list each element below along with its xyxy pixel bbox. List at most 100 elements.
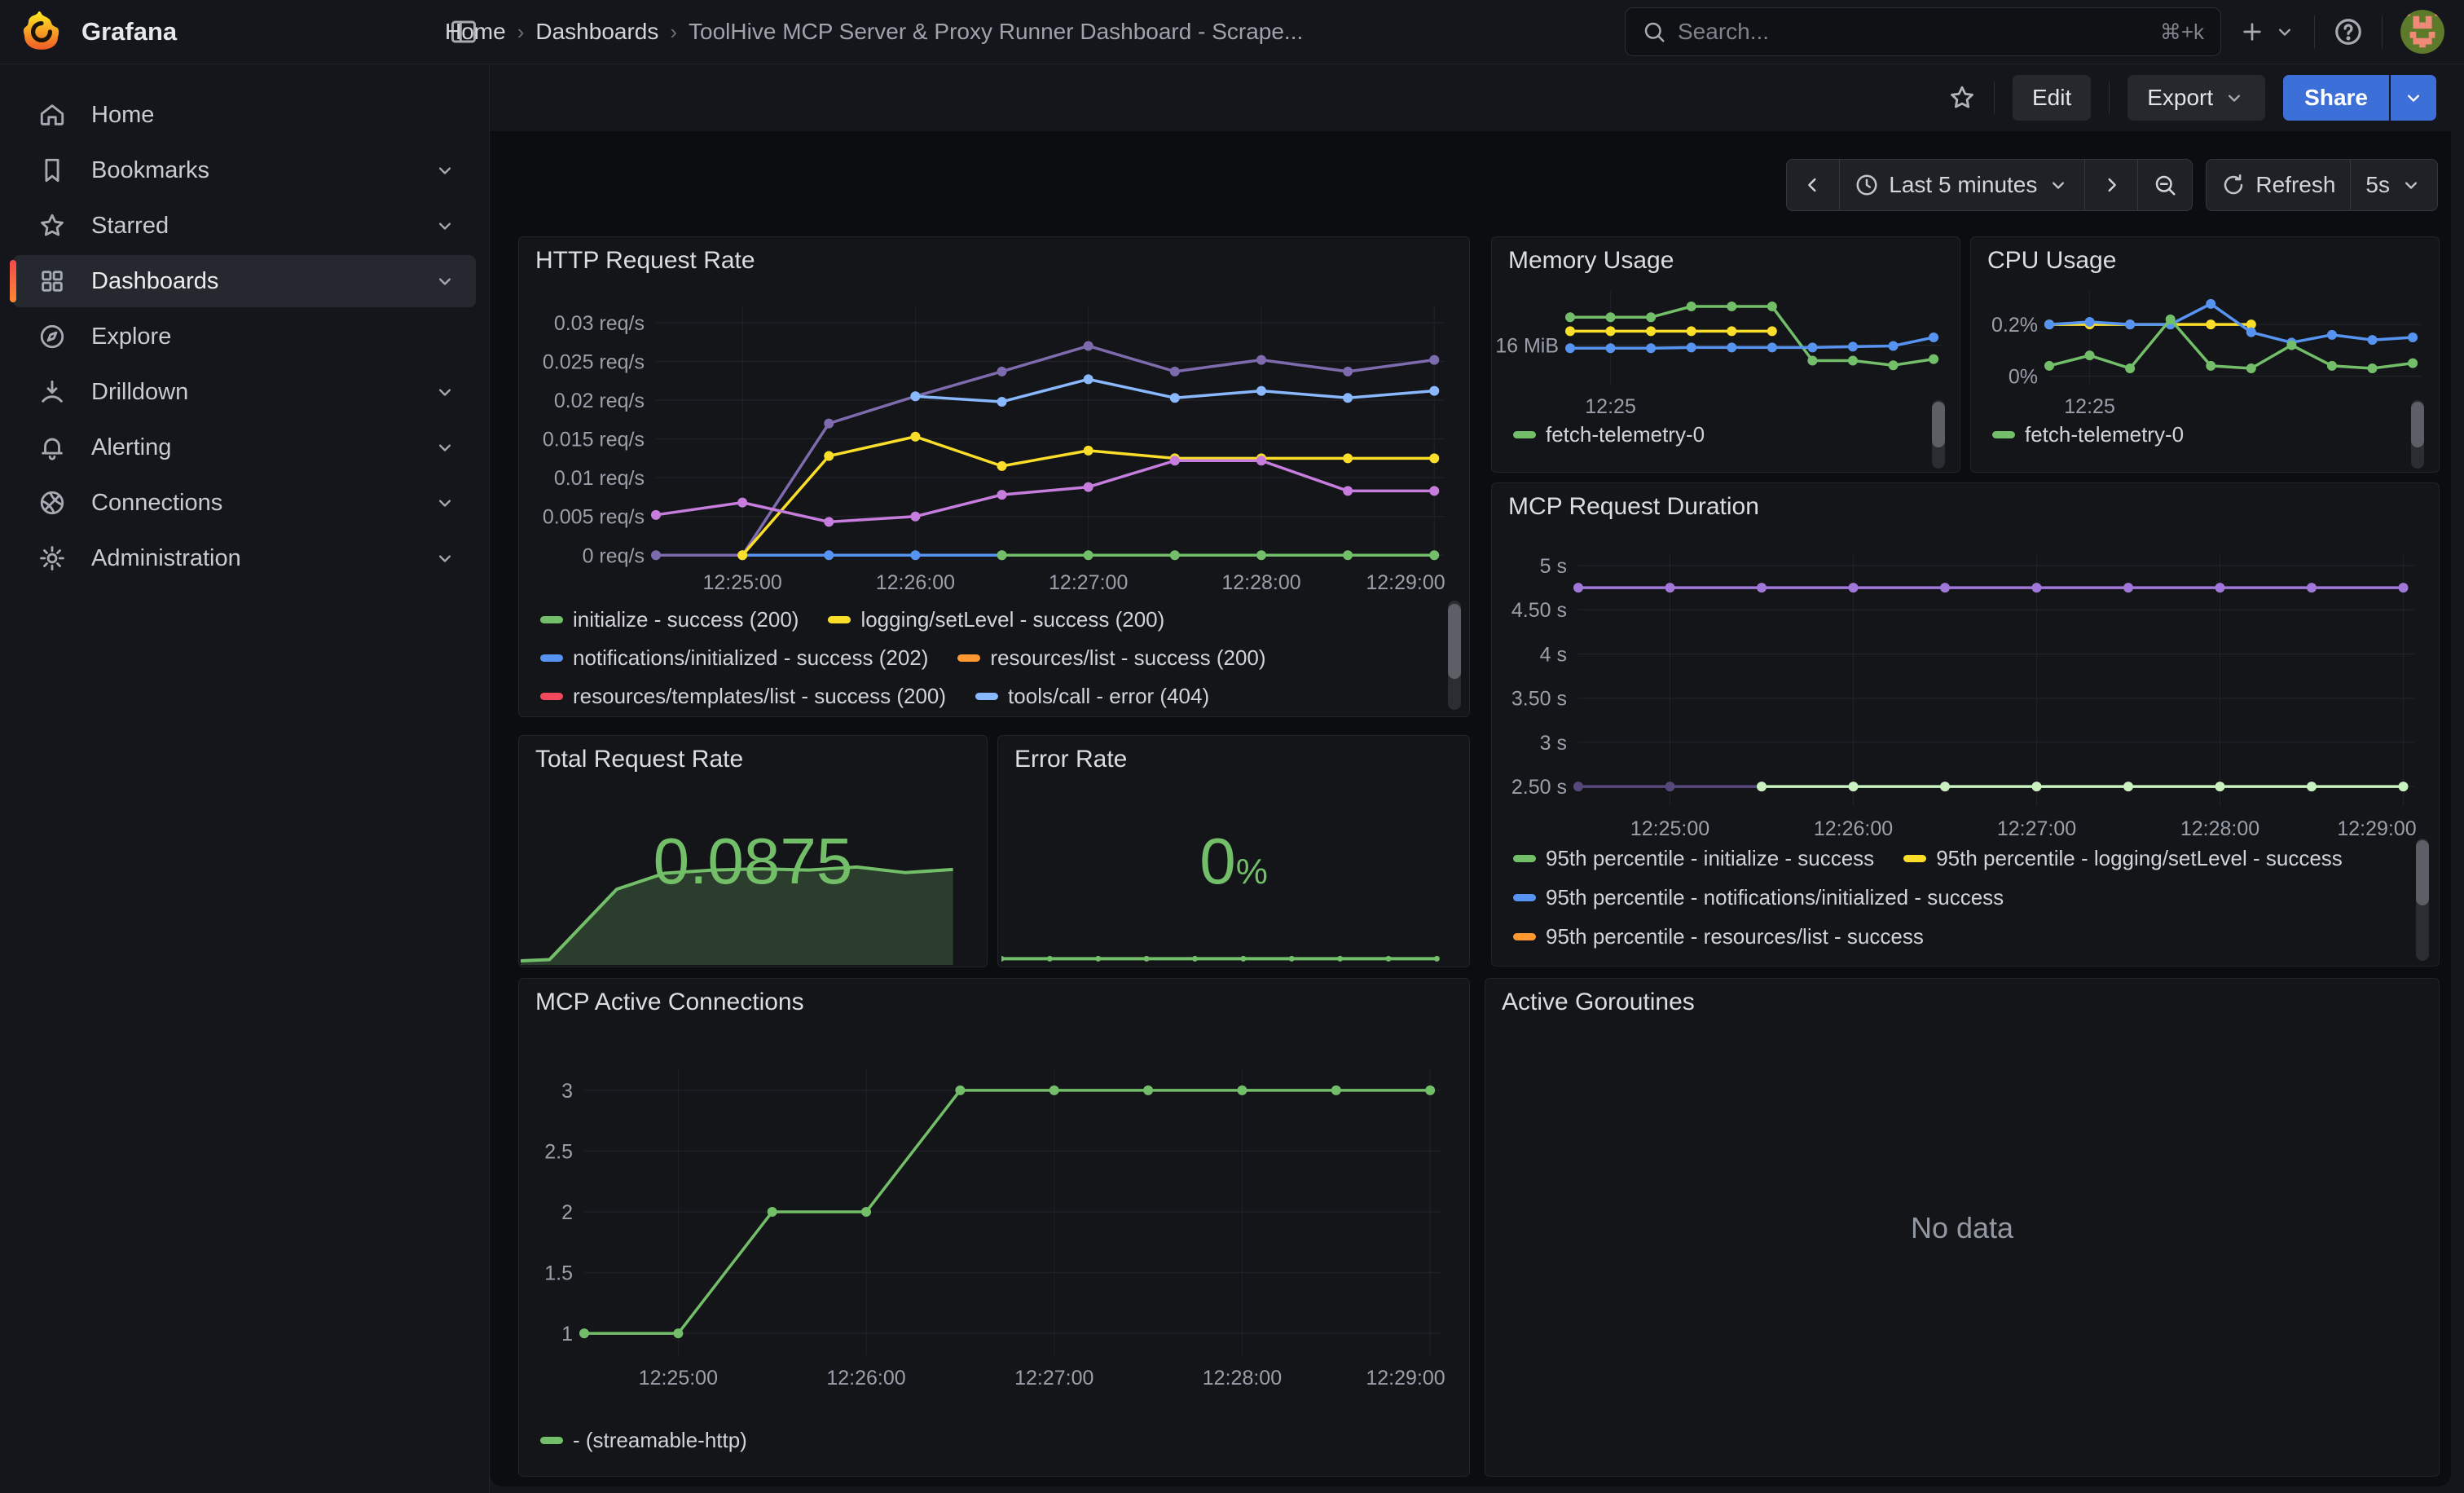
- chevron-down-icon[interactable]: [2273, 20, 2296, 43]
- svg-text:12:25:00: 12:25:00: [702, 571, 781, 594]
- legend-row: 95th percentile - notifications/initiali…: [1513, 878, 2406, 917]
- legend-scrollbar-thumb[interactable]: [2416, 840, 2429, 905]
- chevron-down-icon[interactable]: [433, 159, 456, 182]
- legend-scrollbar-thumb[interactable]: [2411, 402, 2424, 447]
- dashboards-grid-icon: [13, 267, 91, 295]
- legend-item[interactable]: 95th percentile - resources/templates/li…: [1513, 963, 2022, 967]
- svg-text:0.03 req/s: 0.03 req/s: [554, 312, 645, 335]
- legend-item[interactable]: resources/list - success (200): [957, 645, 1266, 671]
- legend-item[interactable]: 95th percentile - resources/list - succe…: [1513, 924, 1924, 949]
- export-button[interactable]: Export: [2127, 75, 2266, 121]
- legend-item[interactable]: tools/call - error (404): [975, 684, 1209, 709]
- sidebar-item-drilldown[interactable]: Drilldown: [13, 366, 476, 418]
- svg-text:12:27:00: 12:27:00: [1997, 817, 2076, 840]
- legend-scrollbar-thumb[interactable]: [1448, 604, 1461, 679]
- breadcrumb-item[interactable]: Home: [445, 19, 506, 44]
- star-button[interactable]: [1948, 84, 1976, 112]
- grafana-logo-icon[interactable]: [21, 11, 62, 52]
- refresh-group: Refresh 5s: [2206, 159, 2438, 211]
- avatar[interactable]: [2400, 10, 2444, 54]
- sidebar-item-administration[interactable]: Administration: [13, 532, 476, 584]
- sidebar-item-label: Dashboards: [91, 267, 219, 294]
- panel-title[interactable]: Memory Usage: [1508, 247, 1674, 274]
- legend-swatch: [975, 693, 999, 700]
- time-range-picker[interactable]: Last 5 minutes: [1839, 160, 2084, 210]
- sidebar-item-connections[interactable]: Connections: [13, 477, 476, 529]
- breadcrumb-item[interactable]: Dashboards: [535, 19, 659, 44]
- chevron-down-icon[interactable]: [433, 381, 456, 403]
- stat-value: 0%: [998, 824, 1469, 899]
- sidebar-item-label: Alerting: [91, 434, 172, 460]
- legend-item[interactable]: 95th percentile - initialize - success: [1513, 846, 1874, 871]
- chevron-down-icon[interactable]: [433, 547, 456, 570]
- panel-title[interactable]: Error Rate: [1014, 746, 1128, 773]
- panel-title[interactable]: HTTP Request Rate: [535, 247, 755, 274]
- star-icon: [13, 212, 91, 240]
- share-button[interactable]: Share: [2283, 75, 2389, 121]
- dashboard-header: Edit Export Share: [490, 64, 2464, 131]
- svg-text:1: 1: [561, 1323, 573, 1345]
- panel-title[interactable]: Total Request Rate: [535, 746, 744, 773]
- topbar-actions: Search... ⌘+k: [1625, 7, 2464, 56]
- search-shortcut: ⌘+k: [2159, 19, 2204, 44]
- legend-item[interactable]: 95th percentile - notifications/initiali…: [1513, 885, 2004, 910]
- sidebar-item-explore[interactable]: Explore: [13, 310, 476, 363]
- legend-item[interactable]: fetch-telemetry-0: [1513, 422, 1705, 447]
- sidebar-item-alerting[interactable]: Alerting: [13, 421, 476, 473]
- svg-text:12:28:00: 12:28:00: [1203, 1367, 1282, 1390]
- sidebar-item-bookmarks[interactable]: Bookmarks: [13, 144, 476, 196]
- svg-text:5 s: 5 s: [1540, 555, 1567, 578]
- zoom-out-button[interactable]: [2137, 160, 2192, 210]
- chevron-down-icon[interactable]: [433, 214, 456, 237]
- edit-button[interactable]: Edit: [2012, 75, 2092, 121]
- legend-item[interactable]: fetch-telemetry-0: [1992, 422, 2184, 447]
- legend-swatch: [540, 616, 563, 623]
- svg-text:12:25: 12:25: [2064, 395, 2115, 416]
- panel-title[interactable]: MCP Request Duration: [1508, 493, 1759, 520]
- share-dropdown-button[interactable]: [2389, 75, 2436, 121]
- svg-text:1.5: 1.5: [544, 1262, 573, 1285]
- search-input[interactable]: Search... ⌘+k: [1625, 7, 2221, 56]
- time-back-button[interactable]: [1787, 160, 1839, 210]
- stat-value: 0.0875: [519, 824, 987, 899]
- sidebar-item-label: Starred: [91, 212, 169, 239]
- panel-title[interactable]: MCP Active Connections: [535, 989, 804, 1015]
- chevron-down-icon[interactable]: [433, 270, 456, 293]
- svg-text:2: 2: [561, 1201, 573, 1224]
- time-forward-button[interactable]: [2084, 160, 2137, 210]
- refresh-button[interactable]: Refresh: [2207, 160, 2350, 210]
- refresh-interval-label: 5s: [2365, 172, 2390, 197]
- panel-title[interactable]: Active Goroutines: [1502, 989, 1695, 1015]
- sidebar-item-label: Administration: [91, 544, 241, 571]
- legend-item[interactable]: notifications/initialized - success (202…: [540, 645, 928, 671]
- sidebar-item-dashboards[interactable]: Dashboards: [10, 255, 476, 307]
- legend-scrollbar-thumb[interactable]: [1932, 402, 1945, 447]
- stat-suffix: %: [1235, 852, 1268, 892]
- sidebar-item-home[interactable]: Home: [13, 89, 476, 141]
- svg-text:3 s: 3 s: [1540, 732, 1567, 755]
- legend-swatch: [1513, 932, 1536, 940]
- chevron-down-icon[interactable]: [433, 491, 456, 514]
- legend-item[interactable]: initialize - success (200): [540, 607, 799, 632]
- legend-label: resources/list - success (200): [990, 645, 1266, 670]
- help-icon[interactable]: [2333, 16, 2364, 47]
- add-button[interactable]: [2239, 19, 2265, 45]
- stat-number: 0.0875: [653, 825, 853, 897]
- sidebar-item-label: Home: [91, 101, 155, 128]
- sidebar-toggle-icon[interactable]: [449, 17, 478, 46]
- legend-row: resources/templates/list - success (200)…: [540, 677, 1437, 716]
- legend-item[interactable]: - (streamable-http): [540, 1428, 747, 1453]
- divider: [1993, 81, 1995, 114]
- sidebar-item-starred[interactable]: Starred: [13, 200, 476, 252]
- svg-text:4 s: 4 s: [1540, 643, 1567, 666]
- breadcrumb-item: ToolHive MCP Server & Proxy Runner Dashb…: [689, 19, 1304, 44]
- chevron-down-icon[interactable]: [433, 436, 456, 459]
- legend-item[interactable]: logging/setLevel - success (200): [828, 607, 1164, 632]
- panel-mcp-active-connections: MCP Active Connections 1 1.5 2 2.5 3 12:25:00 1…: [518, 978, 1470, 1477]
- panel-title[interactable]: CPU Usage: [1987, 247, 2117, 274]
- legend-item[interactable]: 95th percentile - logging/setLevel - suc…: [1903, 846, 2343, 871]
- refresh-interval-picker[interactable]: 5s: [2350, 160, 2437, 210]
- bookmark-icon: [13, 156, 91, 184]
- legend-item[interactable]: resources/templates/list - success (200): [540, 684, 946, 709]
- legend-label: 95th percentile - logging/setLevel - suc…: [1936, 845, 2343, 870]
